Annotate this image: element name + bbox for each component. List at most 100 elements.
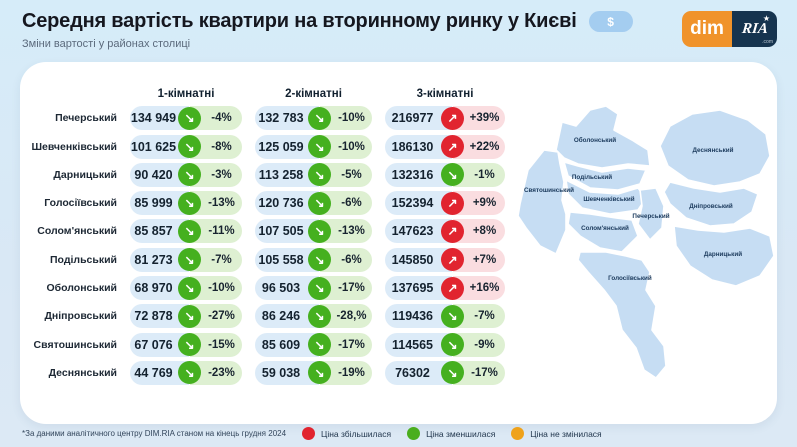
map-district-label: Подільський [572,173,612,181]
map-district-label: Солом'янський [581,224,629,232]
district-label: Голосіївський [44,197,117,210]
price-pill: 137695 ↗ +16% [385,276,505,301]
brand-logos: dim RIA ★ .com [682,11,777,47]
district-label: Оболонський [46,282,117,295]
trend-down-icon: ↘ [178,163,201,187]
district-label: Дарницький [53,168,117,181]
price-value: 96 503 [255,276,319,301]
price-pill: 85 857 ↘ -11% [130,219,242,244]
ria-logo: RIA ★ .com [732,11,777,47]
trend-down-icon: ↘ [308,135,331,159]
trend-down-icon: ↘ [178,333,201,357]
trend-down-icon: ↘ [308,106,331,130]
price-pill: 132 783 ↘ -10% [255,106,372,131]
page-subtitle: Зміни вартості у районах столиці [22,38,191,50]
price-pill: 101 625 ↘ -8% [130,134,242,159]
map-district-label: Дніпровський [689,202,733,210]
trend-down-icon: ↘ [308,219,331,243]
district-label: Солом'янський [37,225,117,238]
map-district-label: Печерський [632,212,669,220]
price-pill: 105 558 ↘ -6% [255,247,372,272]
map-district-label: Деснянський [692,146,733,154]
price-pill: 72 878 ↘ -27% [130,304,242,329]
legend-item-down: Ціна зменшилася [407,427,495,440]
trend-down-icon: ↘ [308,276,331,300]
price-pill: 67 076 ↘ -15% [130,332,242,357]
kyiv-map: Оболонський Подільський Шевченківський Соло… [518,105,775,379]
price-value: 67 076 [130,332,189,357]
price-pill: 134 949 ↘ -4% [130,106,242,131]
trend-down-icon: ↘ [178,276,201,300]
map-district-shape [555,105,651,169]
map-district-shape [673,225,775,287]
map-district-shape [577,251,667,379]
header: Середня вартість квартири на вторинному … [22,10,777,50]
price-pill: 107 505 ↘ -13% [255,219,372,244]
trend-up-icon: ↗ [441,135,464,159]
price-value: 59 038 [255,360,319,385]
price-value: 132316 [385,162,452,187]
trend-up-icon: ↗ [441,276,464,300]
price-value: 147623 [385,219,452,244]
percent-change: -17% [320,276,372,301]
map-district-shape [563,161,647,191]
price-value: 119436 [385,304,452,329]
trend-down-icon: ↘ [308,333,331,357]
map-district-label: Дарницький [704,250,742,258]
trend-down-icon: ↘ [178,191,201,215]
price-pill: 90 420 ↘ -3% [130,162,242,187]
legend-item-flat: Ціна не змінилася [511,427,602,440]
trend-down-icon: ↘ [441,361,464,385]
percent-change: -28,% [320,304,372,329]
price-pill: 145850 ↗ +7% [385,247,505,272]
price-pill: 119436 ↘ -7% [385,304,505,329]
source-note: *За даними аналітичного центру DIM.RIA с… [22,429,287,438]
price-value: 137695 [385,276,452,301]
price-down-icon [407,427,421,440]
district-label: Святошинський [33,338,117,351]
price-pill: 68 970 ↘ -10% [130,276,242,301]
trend-up-icon: ↗ [441,219,464,243]
map-district-shape [663,181,759,227]
star-icon: ★ [762,14,770,23]
price-pill: 132316 ↘ -1% [385,162,505,187]
footer: *За даними аналітичного центру DIM.RIA с… [22,427,781,440]
percent-change: +39% [453,106,505,131]
map-district-shape [637,187,665,241]
price-value: 120 736 [255,191,319,216]
price-value: 85 999 [130,191,189,216]
trend-down-icon: ↘ [308,304,331,328]
price-value: 145850 [385,247,452,272]
trend-down-icon: ↘ [441,304,464,328]
price-value: 76302 [385,360,452,385]
map-district-label: Оболонський [574,136,616,144]
price-pill: 120 736 ↘ -6% [255,191,372,216]
percent-change: +16% [453,276,505,301]
trend-down-icon: ↘ [178,106,201,130]
trend-down-icon: ↘ [308,248,331,272]
trend-down-icon: ↘ [178,248,201,272]
price-pill: 81 273 ↘ -7% [130,247,242,272]
page-title: Середня вартість квартири на вторинному … [22,10,577,32]
price-pill: 114565 ↘ -9% [385,332,505,357]
price-pill: 147623 ↗ +8% [385,219,505,244]
map-district-label: Голосіївський [608,274,652,282]
price-table: 1-кімнатні 2-кімнатні 3-кімнатні Печерсь… [31,86,505,385]
dollar-icon: $ [607,14,614,29]
price-pill: 113 258 ↘ -5% [255,162,372,187]
trend-down-icon: ↘ [178,304,201,328]
column-header-1room: 1-кімнатні [157,88,215,100]
price-value: 216977 [385,106,452,131]
trend-down-icon: ↘ [308,163,331,187]
district-label: Подільський [50,253,117,266]
price-pill: 85 999 ↘ -13% [130,191,242,216]
column-header-2room: 2-кімнатні [285,88,342,100]
corner-spacer [32,86,117,102]
dim-logo: dim [682,11,732,47]
trend-down-icon: ↘ [178,135,201,159]
price-pill: 186130 ↗ +22% [385,134,505,159]
trend-down-icon: ↘ [308,191,331,215]
dollar-badge: $ [588,11,633,32]
trend-down-icon: ↘ [441,333,464,357]
map-district-label: Шевченківський [583,195,634,203]
